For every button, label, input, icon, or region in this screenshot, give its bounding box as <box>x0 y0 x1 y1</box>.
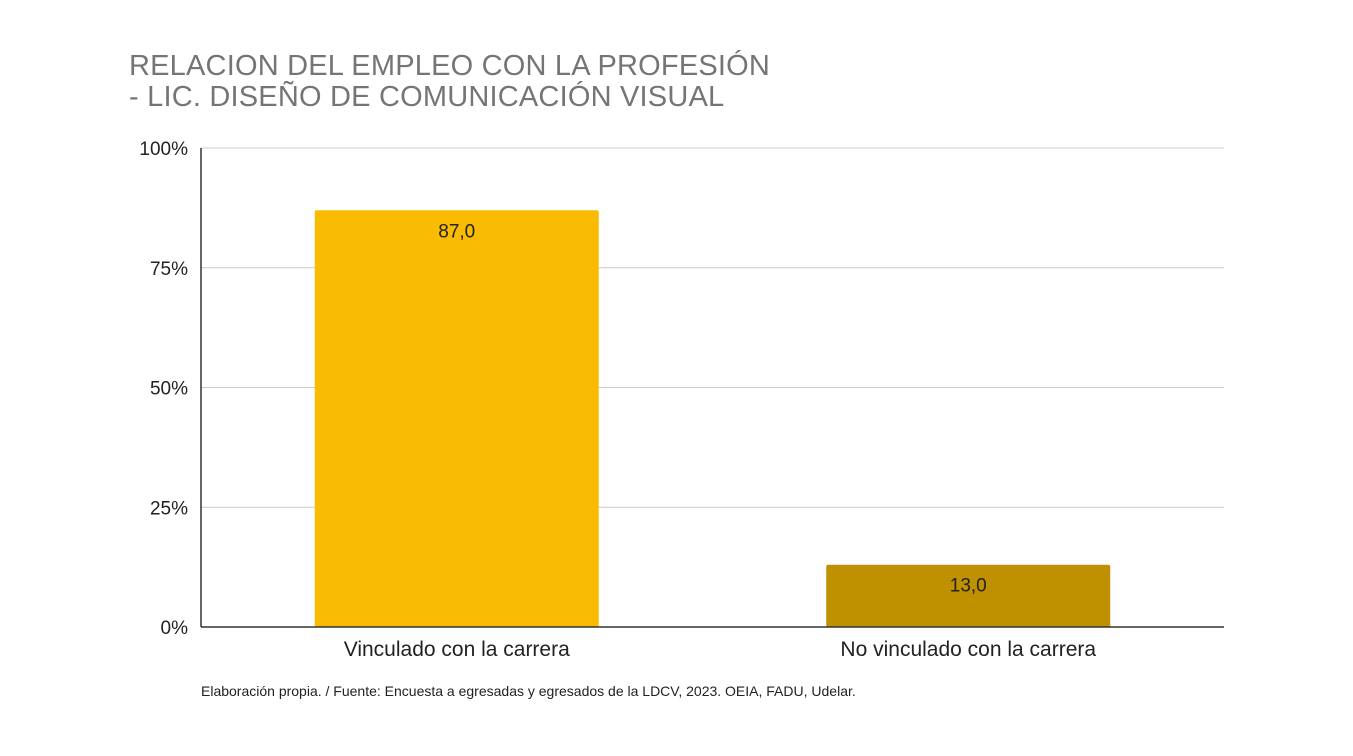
source-note: Elaboración propia. / Fuente: Encuesta a… <box>201 683 856 699</box>
chart-title-line-2: - LIC. DISEÑO DE COMUNICACIÓN VISUAL <box>129 81 725 113</box>
bar <box>314 210 599 627</box>
y-tick-label: 0% <box>161 618 189 639</box>
y-tick-label: 50% <box>150 379 188 400</box>
y-tick-label: 75% <box>150 259 188 280</box>
x-tick-label: No vinculado con la carrera <box>840 638 1096 661</box>
data-label: 87,0 <box>438 221 475 242</box>
x-tick-label: Vinculado con la carrera <box>344 638 570 661</box>
labels: 0% 25% 50% 75% 100% 87,0 Vinculado con la carr… <box>139 139 1096 661</box>
bars <box>314 210 1111 627</box>
y-tick-label: 100% <box>139 139 188 160</box>
data-label: 13,0 <box>950 576 987 597</box>
chart-title-line-1: RELACION DEL EMPLEO CON LA PROFESIÓN <box>129 50 771 82</box>
y-tick-label: 25% <box>150 498 188 519</box>
axes <box>200 148 1224 628</box>
bar <box>826 564 1111 627</box>
